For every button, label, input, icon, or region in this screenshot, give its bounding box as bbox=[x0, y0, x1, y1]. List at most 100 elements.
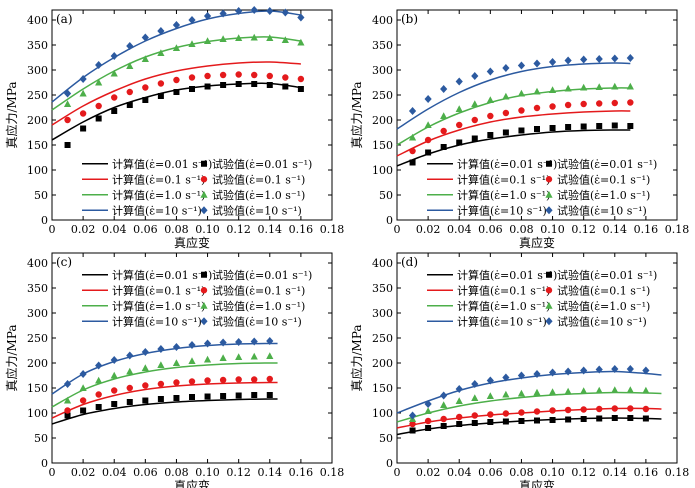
data-point bbox=[204, 393, 211, 400]
y-tick-label: 400 bbox=[372, 257, 393, 270]
data-point bbox=[548, 388, 557, 395]
data-point bbox=[95, 391, 102, 398]
data-point bbox=[172, 21, 181, 29]
data-point bbox=[173, 76, 180, 84]
data-point bbox=[126, 102, 133, 108]
data-point bbox=[64, 412, 71, 419]
data-point bbox=[282, 74, 289, 81]
data-point bbox=[564, 367, 572, 376]
data-point bbox=[595, 386, 603, 394]
x-tick-label: 0.04 bbox=[102, 223, 127, 236]
data-point bbox=[440, 415, 447, 423]
x-tick-label: 0.02 bbox=[71, 223, 96, 236]
data-point bbox=[188, 74, 196, 81]
data-point bbox=[251, 71, 258, 79]
y-axis-label: 真应力/MPa bbox=[349, 324, 364, 391]
data-point bbox=[157, 380, 165, 388]
legend-label: 试验值(ε̇=0.01 s⁻¹) bbox=[557, 157, 657, 171]
data-point bbox=[266, 72, 273, 80]
x-tick-label: 0.02 bbox=[416, 223, 441, 236]
data-point bbox=[534, 126, 540, 132]
legend-label: 试验值(ε̇=10 s⁻¹) bbox=[557, 203, 647, 217]
data-point bbox=[157, 361, 165, 368]
data-point bbox=[282, 83, 289, 90]
data-point bbox=[642, 386, 650, 394]
data-point bbox=[126, 384, 133, 392]
legend-label: 试验值(ε̇=0.01 s⁻¹) bbox=[557, 268, 657, 282]
data-point bbox=[409, 147, 416, 155]
data-point bbox=[63, 380, 72, 388]
data-point bbox=[580, 416, 587, 422]
x-axis-label: 真应变 bbox=[174, 235, 210, 250]
data-point bbox=[111, 401, 118, 407]
data-point bbox=[564, 387, 572, 395]
legend-label: 试验值(ε̇=1.0 s⁻¹) bbox=[557, 299, 650, 313]
data-point bbox=[79, 384, 87, 391]
x-tick-label: 0 bbox=[49, 466, 56, 479]
y-tick-label: 250 bbox=[372, 332, 393, 345]
x-tick-label: 0.06 bbox=[133, 466, 158, 479]
data-point bbox=[548, 86, 557, 93]
data-point bbox=[549, 103, 556, 110]
data-point bbox=[250, 337, 258, 346]
data-point bbox=[424, 95, 432, 103]
data-point bbox=[626, 82, 634, 90]
data-point bbox=[95, 404, 102, 410]
legend: 计算值(ε̇=0.01 s⁻¹)计算值(ε̇=0.1 s⁻¹) 计算值(ε̇=1.… bbox=[427, 268, 657, 328]
y-tick-label: 100 bbox=[27, 407, 48, 420]
data-point bbox=[627, 99, 634, 106]
data-point bbox=[627, 405, 634, 412]
y-tick-label: 350 bbox=[372, 39, 393, 52]
x-tick-label: 0.08 bbox=[509, 223, 534, 236]
data-point bbox=[266, 82, 273, 88]
series-line bbox=[51, 61, 301, 126]
y-tick-label: 200 bbox=[27, 114, 48, 127]
legend-label: 试验值(ε̇=1.0 s⁻¹) bbox=[212, 299, 305, 313]
data-point bbox=[189, 86, 195, 92]
data-point bbox=[580, 406, 587, 413]
x-tick-label: 0.12 bbox=[571, 466, 596, 479]
data-point bbox=[471, 412, 478, 419]
data-point bbox=[627, 123, 634, 129]
x-tick-label: 0.08 bbox=[164, 223, 189, 236]
data-point bbox=[455, 105, 463, 112]
data-point bbox=[549, 417, 556, 423]
legend-label: 计算值(ε̇=0.01 s⁻¹) bbox=[112, 157, 212, 171]
data-point bbox=[611, 82, 619, 90]
data-point bbox=[424, 407, 432, 414]
data-point bbox=[580, 100, 587, 108]
legend-label: 计算值(ε̇=1.0 s⁻¹) bbox=[457, 188, 550, 202]
data-point bbox=[486, 376, 494, 385]
data-point bbox=[424, 400, 432, 408]
legend-label: 计算值(ε̇=1.0 s⁻¹) bbox=[112, 188, 205, 202]
data-point bbox=[266, 337, 274, 345]
data-point bbox=[517, 61, 526, 70]
legend-label: 计算值(ε̇=0.1 s⁻¹) bbox=[457, 172, 550, 186]
data-point bbox=[626, 54, 634, 62]
data-point bbox=[188, 357, 196, 364]
data-point bbox=[611, 365, 619, 373]
data-point bbox=[408, 411, 417, 420]
legend-swatch-marker bbox=[545, 301, 553, 309]
data-point bbox=[548, 368, 557, 377]
data-point bbox=[172, 359, 181, 366]
data-point bbox=[440, 85, 448, 93]
legend-label: 计算值(ε̇=0.1 s⁻¹) bbox=[112, 172, 205, 186]
data-point bbox=[157, 80, 165, 87]
data-point bbox=[517, 371, 526, 380]
data-point bbox=[297, 38, 305, 46]
legend-label: 计算值(ε̇=0.1 s⁻¹) bbox=[112, 283, 205, 297]
data-point bbox=[580, 55, 588, 64]
data-point bbox=[564, 56, 572, 65]
legend-label: 试验值(ε̇=0.1 s⁻¹) bbox=[557, 283, 650, 297]
data-point bbox=[564, 84, 572, 92]
x-tick-label: 0.18 bbox=[320, 223, 345, 236]
data-point bbox=[409, 420, 416, 428]
data-point bbox=[204, 377, 211, 384]
x-tick-label: 0.14 bbox=[258, 466, 283, 479]
data-point bbox=[456, 421, 463, 427]
y-tick-label: 150 bbox=[27, 382, 48, 395]
x-tick-label: 0.18 bbox=[665, 223, 690, 236]
plot-frame bbox=[51, 9, 333, 221]
